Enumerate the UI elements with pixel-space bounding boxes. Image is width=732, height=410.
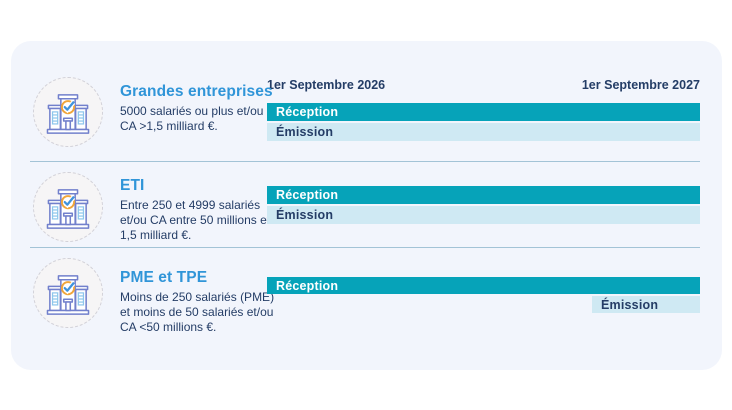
reception-bar-label: Réception	[276, 278, 339, 293]
row-title: Grandes entreprises	[120, 83, 273, 100]
reception-bar-label: Réception	[276, 105, 339, 119]
row-pme-tpe: PME et TPE Moins de 250 salariés (PME) e…	[120, 269, 276, 335]
reception-bar-label: Réception	[276, 188, 339, 202]
emission-bar-label: Émission	[276, 125, 334, 139]
date-label-left: 1er Septembre 2026	[267, 78, 386, 92]
company-building-icon	[33, 258, 103, 328]
row-title: PME et TPE	[120, 269, 208, 286]
company-building-icon	[46, 189, 90, 229]
company-building-icon	[33, 77, 103, 147]
company-building-icon	[46, 94, 90, 134]
emission-bar-eti: Émission	[267, 206, 700, 224]
row-title: ETI	[120, 177, 145, 194]
emission-bar-label: Émission	[276, 208, 334, 222]
company-building-icon	[33, 172, 103, 242]
row-divider	[30, 247, 700, 248]
emission-bar-label: Émission	[601, 297, 659, 312]
emission-bar-grandes-entreprises: Émission	[267, 123, 700, 141]
date-label-right: 1er Septembre 2027	[581, 78, 700, 92]
row-description: Entre 250 et 4999 salariés et/ou CA entr…	[120, 198, 271, 242]
row-eti: ETI Entre 250 et 4999 salariés et/ou CA …	[120, 177, 276, 243]
row-description: 5000 salariés ou plus et/ou CA >1,5 mill…	[120, 104, 264, 133]
row-grandes-entreprises: Grandes entreprises 5000 salariés ou plu…	[120, 83, 276, 134]
reception-bar-eti: Réception	[267, 186, 700, 204]
row-divider	[30, 161, 700, 162]
timeline-dates-header: 1er Septembre 2026 1er Septembre 2027	[267, 78, 700, 92]
einvoicing-timeline-card: 1er Septembre 2026 1er Septembre 2027	[11, 41, 722, 370]
company-building-icon	[46, 275, 90, 315]
row-description: Moins de 250 salariés (PME) et moins de …	[120, 290, 275, 334]
reception-bar-pme-tpe: Réception	[267, 277, 700, 294]
reception-bar-grandes-entreprises: Réception	[267, 103, 700, 121]
emission-bar-pme-tpe: Émission	[592, 296, 700, 313]
